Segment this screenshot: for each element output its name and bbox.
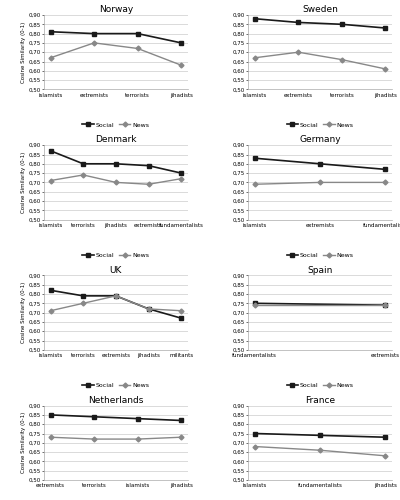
News bbox=[252, 444, 257, 450]
News bbox=[179, 176, 184, 182]
Title: Denmark: Denmark bbox=[95, 136, 137, 144]
Social bbox=[383, 434, 388, 440]
News bbox=[92, 40, 96, 46]
News bbox=[318, 447, 322, 453]
News bbox=[252, 182, 257, 188]
Title: UK: UK bbox=[110, 266, 122, 274]
Title: Sweden: Sweden bbox=[302, 5, 338, 14]
Line: News: News bbox=[49, 294, 183, 312]
News bbox=[179, 308, 184, 314]
News bbox=[383, 66, 388, 72]
News bbox=[48, 308, 53, 314]
Social bbox=[179, 315, 184, 321]
Social bbox=[179, 418, 184, 424]
Social bbox=[252, 16, 257, 22]
News bbox=[81, 300, 86, 306]
Line: News: News bbox=[49, 436, 183, 441]
Social bbox=[92, 30, 96, 36]
Social bbox=[296, 20, 301, 26]
Legend: Social, News: Social, News bbox=[82, 252, 149, 258]
News bbox=[48, 55, 53, 61]
Title: Norway: Norway bbox=[99, 5, 133, 14]
News bbox=[135, 46, 140, 52]
Line: Social: Social bbox=[252, 431, 388, 440]
Social bbox=[383, 25, 388, 31]
Line: News: News bbox=[49, 41, 183, 67]
News bbox=[146, 306, 151, 312]
News bbox=[383, 453, 388, 459]
Line: Social: Social bbox=[252, 156, 388, 172]
News bbox=[114, 180, 118, 186]
Social bbox=[135, 416, 140, 422]
Social bbox=[146, 162, 151, 168]
News bbox=[114, 293, 118, 299]
Title: Spain: Spain bbox=[308, 266, 333, 274]
Title: France: France bbox=[305, 396, 335, 405]
Line: Social: Social bbox=[48, 148, 184, 176]
Social bbox=[340, 22, 344, 28]
News bbox=[92, 436, 96, 442]
Social bbox=[252, 155, 257, 161]
Title: Netherlands: Netherlands bbox=[88, 396, 144, 405]
Line: News: News bbox=[253, 445, 387, 458]
Y-axis label: Cosine Similarity (0-1): Cosine Similarity (0-1) bbox=[20, 22, 26, 83]
Social bbox=[179, 40, 184, 46]
Social bbox=[48, 288, 53, 294]
News bbox=[48, 178, 53, 184]
News bbox=[146, 182, 151, 188]
Social bbox=[146, 306, 151, 312]
Legend: Social, News: Social, News bbox=[287, 382, 354, 388]
Social bbox=[114, 161, 118, 167]
Social bbox=[114, 293, 118, 299]
News bbox=[296, 49, 301, 55]
Line: News: News bbox=[253, 180, 387, 186]
Social bbox=[48, 412, 53, 418]
News bbox=[318, 180, 322, 186]
Social bbox=[81, 161, 86, 167]
Line: Social: Social bbox=[48, 412, 184, 423]
News bbox=[179, 434, 184, 440]
News bbox=[81, 172, 86, 178]
Y-axis label: Cosine Similarity (0-1): Cosine Similarity (0-1) bbox=[20, 282, 26, 343]
Y-axis label: Cosine Similarity (0-1): Cosine Similarity (0-1) bbox=[20, 412, 26, 474]
News bbox=[135, 436, 140, 442]
News bbox=[48, 434, 53, 440]
Line: News: News bbox=[253, 50, 387, 70]
Title: Germany: Germany bbox=[299, 136, 341, 144]
Y-axis label: Cosine Similarity (0-1): Cosine Similarity (0-1) bbox=[20, 152, 26, 213]
Legend: Social, News: Social, News bbox=[287, 122, 354, 128]
Social bbox=[318, 161, 322, 167]
Social bbox=[81, 293, 86, 299]
Line: Social: Social bbox=[252, 16, 388, 30]
Line: News: News bbox=[49, 173, 183, 186]
News bbox=[252, 55, 257, 61]
Legend: Social, News: Social, News bbox=[82, 122, 149, 128]
Social bbox=[318, 432, 322, 438]
Social bbox=[179, 170, 184, 176]
Social bbox=[383, 166, 388, 172]
News bbox=[383, 180, 388, 186]
Social bbox=[48, 28, 53, 34]
Line: Social: Social bbox=[48, 288, 184, 320]
Line: Social: Social bbox=[48, 30, 184, 46]
News bbox=[179, 62, 184, 68]
Social bbox=[92, 414, 96, 420]
Social bbox=[48, 148, 53, 154]
Legend: Social, News: Social, News bbox=[287, 252, 354, 258]
News bbox=[340, 56, 344, 62]
Social bbox=[252, 430, 257, 436]
Social bbox=[135, 30, 140, 36]
Legend: Social, News: Social, News bbox=[82, 382, 149, 388]
